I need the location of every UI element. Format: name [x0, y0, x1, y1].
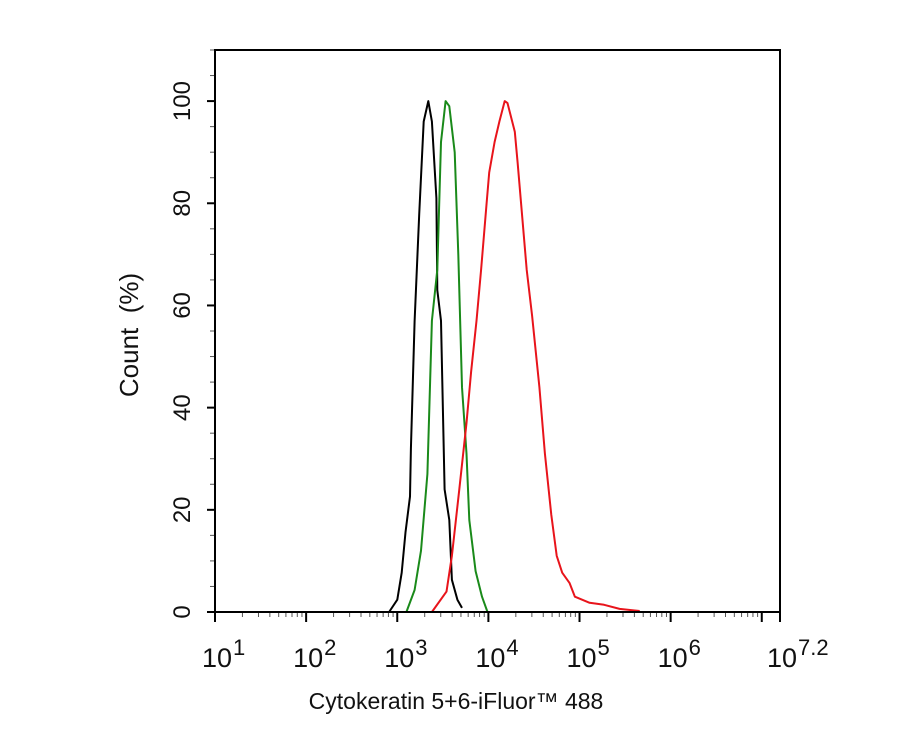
x-axis-label: Cytokeratin 5+6-iFluor™ 488: [309, 688, 604, 714]
x-tick-base: 10: [475, 643, 505, 673]
x-tick-label: 10 4: [475, 635, 518, 673]
x-tick-label: 10 1: [202, 635, 245, 673]
x-tick-base: 10: [767, 643, 797, 673]
x-tick-base: 10: [566, 643, 596, 673]
x-tick-exponent: 6: [689, 635, 701, 660]
y-tick-label: 40: [169, 394, 196, 421]
y-tick-labels: 0 20 40 60 80 100: [169, 81, 196, 619]
y-tick-label: 20: [169, 496, 196, 523]
y-tick-label: 80: [169, 190, 196, 217]
x-tick-base: 10: [293, 643, 323, 673]
plot-frame: [214, 49, 781, 613]
x-tick-label: 10 3: [384, 635, 427, 673]
x-tick-exponent: 7.2: [798, 635, 829, 660]
x-tick-label: 10 5: [566, 635, 609, 673]
y-tick-label: 0: [169, 605, 196, 618]
series-line-2: [405, 100, 489, 613]
x-tick-label: 10 7.2: [767, 635, 829, 673]
x-tick-exponent: 1: [233, 635, 245, 660]
axis-ticks: [207, 49, 781, 622]
y-tick-label: 100: [169, 81, 196, 121]
x-tick-base: 10: [384, 643, 414, 673]
x-tick-base: 10: [658, 643, 688, 673]
x-tick-base: 10: [202, 643, 232, 673]
x-tick-exponent: 4: [506, 635, 518, 660]
x-tick-label: 10 2: [293, 635, 336, 673]
series-group: [215, 100, 780, 613]
x-tick-exponent: 2: [324, 635, 336, 660]
x-tick-exponent: 5: [598, 635, 610, 660]
series-line-1: [388, 100, 463, 613]
x-tick-label: 10 6: [658, 635, 701, 673]
x-tick-labels: 10 1 10 2 10 3 10 4 10 5 10 6 10 7.2: [202, 635, 829, 673]
y-tick-label: 60: [169, 292, 196, 319]
series-line-3: [431, 100, 640, 613]
y-axis-label: Count (%): [114, 273, 144, 397]
x-tick-exponent: 3: [415, 635, 427, 660]
